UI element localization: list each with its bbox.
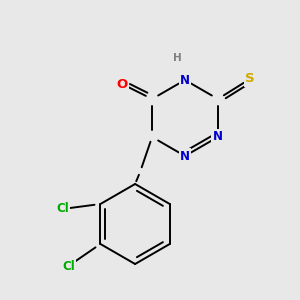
Text: O: O: [116, 77, 128, 91]
Text: N: N: [180, 149, 190, 163]
Text: H: H: [172, 53, 182, 63]
Text: S: S: [245, 73, 255, 85]
Text: Cl: Cl: [56, 202, 69, 215]
Text: N: N: [213, 130, 223, 143]
Text: N: N: [180, 74, 190, 86]
Text: Cl: Cl: [62, 260, 75, 272]
